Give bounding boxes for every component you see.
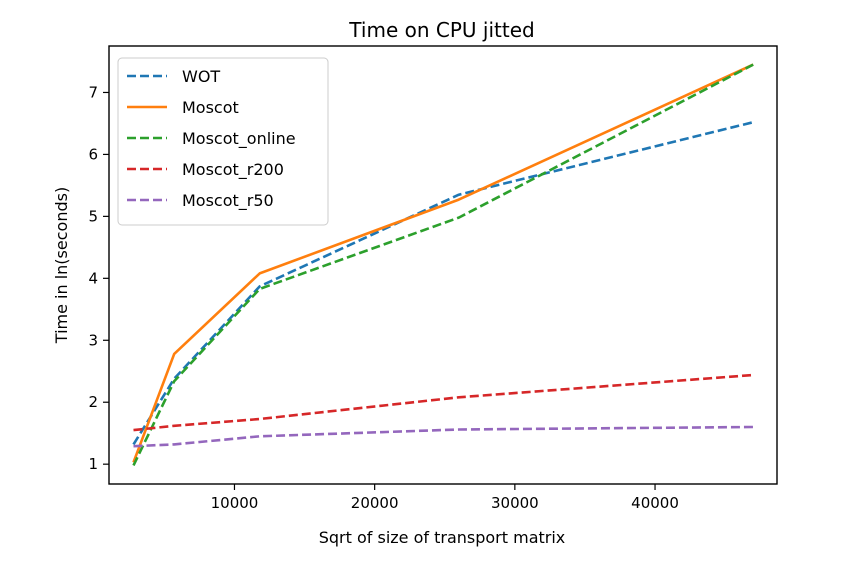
y-tick-label: 6 bbox=[88, 145, 98, 163]
y-tick-label: 5 bbox=[88, 207, 98, 225]
legend-label: Moscot_online bbox=[182, 129, 296, 149]
x-tick-label: 40000 bbox=[631, 494, 679, 512]
y-tick-label: 2 bbox=[88, 393, 98, 411]
y-axis-label: Time in ln(seconds) bbox=[52, 187, 71, 344]
y-tick-label: 4 bbox=[88, 269, 98, 287]
series-line-moscot-r200 bbox=[133, 373, 754, 432]
chart-title: Time on CPU jitted bbox=[348, 18, 534, 42]
y-tick-label: 1 bbox=[88, 455, 98, 473]
x-tick-label: 30000 bbox=[491, 494, 539, 512]
y-tick-label: 7 bbox=[88, 83, 98, 101]
x-axis-ticks: 10000 20000 30000 40000 bbox=[211, 484, 679, 512]
y-tick-label: 3 bbox=[88, 331, 98, 349]
series-line-moscot-r50 bbox=[133, 425, 754, 448]
legend-label: Moscot_r200 bbox=[182, 160, 284, 180]
series-line-moscot-online bbox=[132, 63, 754, 466]
legend-items: WOT Moscot Moscot_online Moscot_r200 Moscot_… bbox=[127, 67, 296, 211]
legend-label: Moscot_r50 bbox=[182, 191, 274, 211]
legend: WOT Moscot Moscot_online Moscot_r200 Moscot_… bbox=[117, 57, 329, 226]
legend-label: WOT bbox=[182, 67, 220, 86]
plot-frame bbox=[108, 45, 778, 485]
x-tick-label: 20000 bbox=[351, 494, 399, 512]
x-axis-label: Sqrt of size of transport matrix bbox=[319, 528, 566, 547]
x-tick-label: 10000 bbox=[211, 494, 259, 512]
series-layer bbox=[132, 63, 754, 466]
y-axis-ticks: 1 2 3 4 5 6 7 bbox=[88, 83, 109, 473]
series-line-wot bbox=[132, 120, 754, 446]
legend-label: Moscot bbox=[182, 98, 239, 117]
legend-box bbox=[117, 57, 329, 226]
series-line-moscot bbox=[132, 63, 754, 463]
